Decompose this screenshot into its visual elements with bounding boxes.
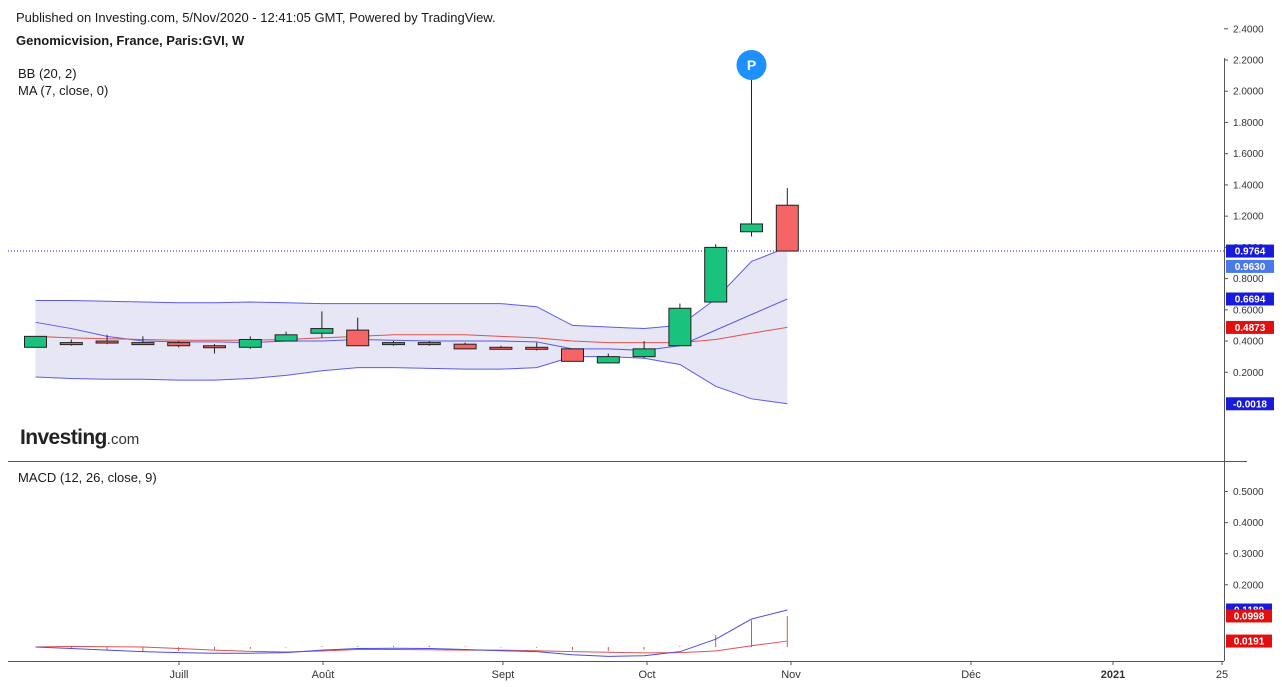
y-tick-label: 0.2000	[1233, 368, 1264, 379]
y-tick-label: 1.6000	[1233, 149, 1264, 160]
y-tick-label: 2.2000	[1233, 56, 1264, 67]
bb-middle-line	[35, 298, 788, 351]
candle-body	[632, 348, 656, 358]
candle-body	[24, 335, 47, 348]
x-tick-label: Juill	[170, 669, 189, 681]
y-tick-label: 2.4000	[1233, 24, 1264, 35]
y-tick-label: 0.6000	[1233, 305, 1264, 316]
ma-line	[35, 326, 788, 344]
x-tick-label: Sept	[492, 669, 515, 681]
y-tick-label: 1.2000	[1233, 212, 1264, 223]
macd-value-badge-label: 0.0998	[1234, 611, 1265, 622]
macd-value-badge	[1226, 609, 1272, 623]
y-tick-label: 2.0000	[1233, 87, 1264, 98]
x-tick-label: Oct	[638, 669, 655, 681]
candle-body	[561, 348, 584, 362]
bb-indicator-label[interactable]: BB (20, 2)	[18, 66, 77, 81]
candle-body	[238, 338, 262, 348]
value-badge-label: 0.9630	[1235, 262, 1266, 273]
candle-body	[346, 329, 370, 347]
bb-fill	[35, 247, 788, 404]
bb-lower-line	[35, 356, 788, 405]
candle-body	[203, 345, 226, 349]
x-tick-label: 25	[1216, 669, 1228, 681]
candle-body	[596, 356, 620, 364]
candle-body	[95, 340, 119, 344]
candle-body	[274, 334, 298, 342]
investing-logo: Investing.com	[20, 426, 140, 449]
y-tick-label: 1.4000	[1233, 180, 1264, 191]
candle-body	[740, 223, 763, 233]
y-tick-label: 0.8000	[1233, 274, 1264, 285]
macd-y-tick-label: 0.4000	[1233, 518, 1264, 529]
macd-y-tick-label: 0.5000	[1233, 487, 1264, 498]
candle-body	[489, 346, 513, 350]
candle-body	[704, 246, 728, 303]
x-tick-label: Déc	[961, 669, 981, 681]
value-badge	[1226, 292, 1274, 306]
event-marker	[736, 50, 767, 80]
value-badge	[1226, 320, 1274, 334]
macd-value-badge	[1226, 634, 1272, 648]
value-badge-label: 0.6694	[1235, 294, 1266, 305]
candle-body	[310, 328, 334, 334]
published-note: Published on Investing.com, 5/Nov/2020 -…	[16, 10, 496, 25]
candle-body	[775, 204, 799, 252]
macd-line	[35, 609, 788, 657]
value-badge-label: 0.9764	[1235, 247, 1266, 258]
value-badge-label: -0.0018	[1233, 399, 1267, 410]
x-tick-label: Nov	[781, 669, 801, 681]
candle-body	[525, 346, 549, 350]
candle-body	[59, 342, 83, 346]
candle-body	[167, 342, 191, 347]
value-badge	[1226, 397, 1274, 411]
candle-body	[382, 342, 405, 346]
value-badge-label: 0.4873	[1235, 323, 1266, 334]
ma-indicator-label[interactable]: MA (7, close, 0)	[18, 83, 109, 98]
bb-upper-line	[35, 246, 788, 330]
candle-body	[131, 342, 155, 346]
macd-signal-line	[35, 640, 788, 654]
macd-value-badge-label: 0.0191	[1234, 637, 1265, 648]
instrument-title: Genomicvision, France, Paris:GVI, W	[16, 33, 245, 48]
y-tick-label: 1.8000	[1233, 118, 1264, 129]
value-badge	[1226, 259, 1274, 273]
candle-body	[417, 342, 441, 346]
macd-y-tick-label: 0.3000	[1233, 549, 1264, 560]
macd-y-tick-label: 0.2000	[1233, 580, 1264, 591]
candle-body	[453, 343, 477, 350]
x-tick-label: Août	[312, 669, 335, 681]
value-badge	[1226, 244, 1274, 258]
event-marker-label: P	[747, 57, 756, 73]
candle-body	[668, 307, 692, 347]
y-tick-label: 0.4000	[1233, 337, 1264, 348]
x-tick-label: 2021	[1101, 669, 1125, 681]
macd-indicator-label[interactable]: MACD (12, 26, close, 9)	[18, 470, 157, 485]
